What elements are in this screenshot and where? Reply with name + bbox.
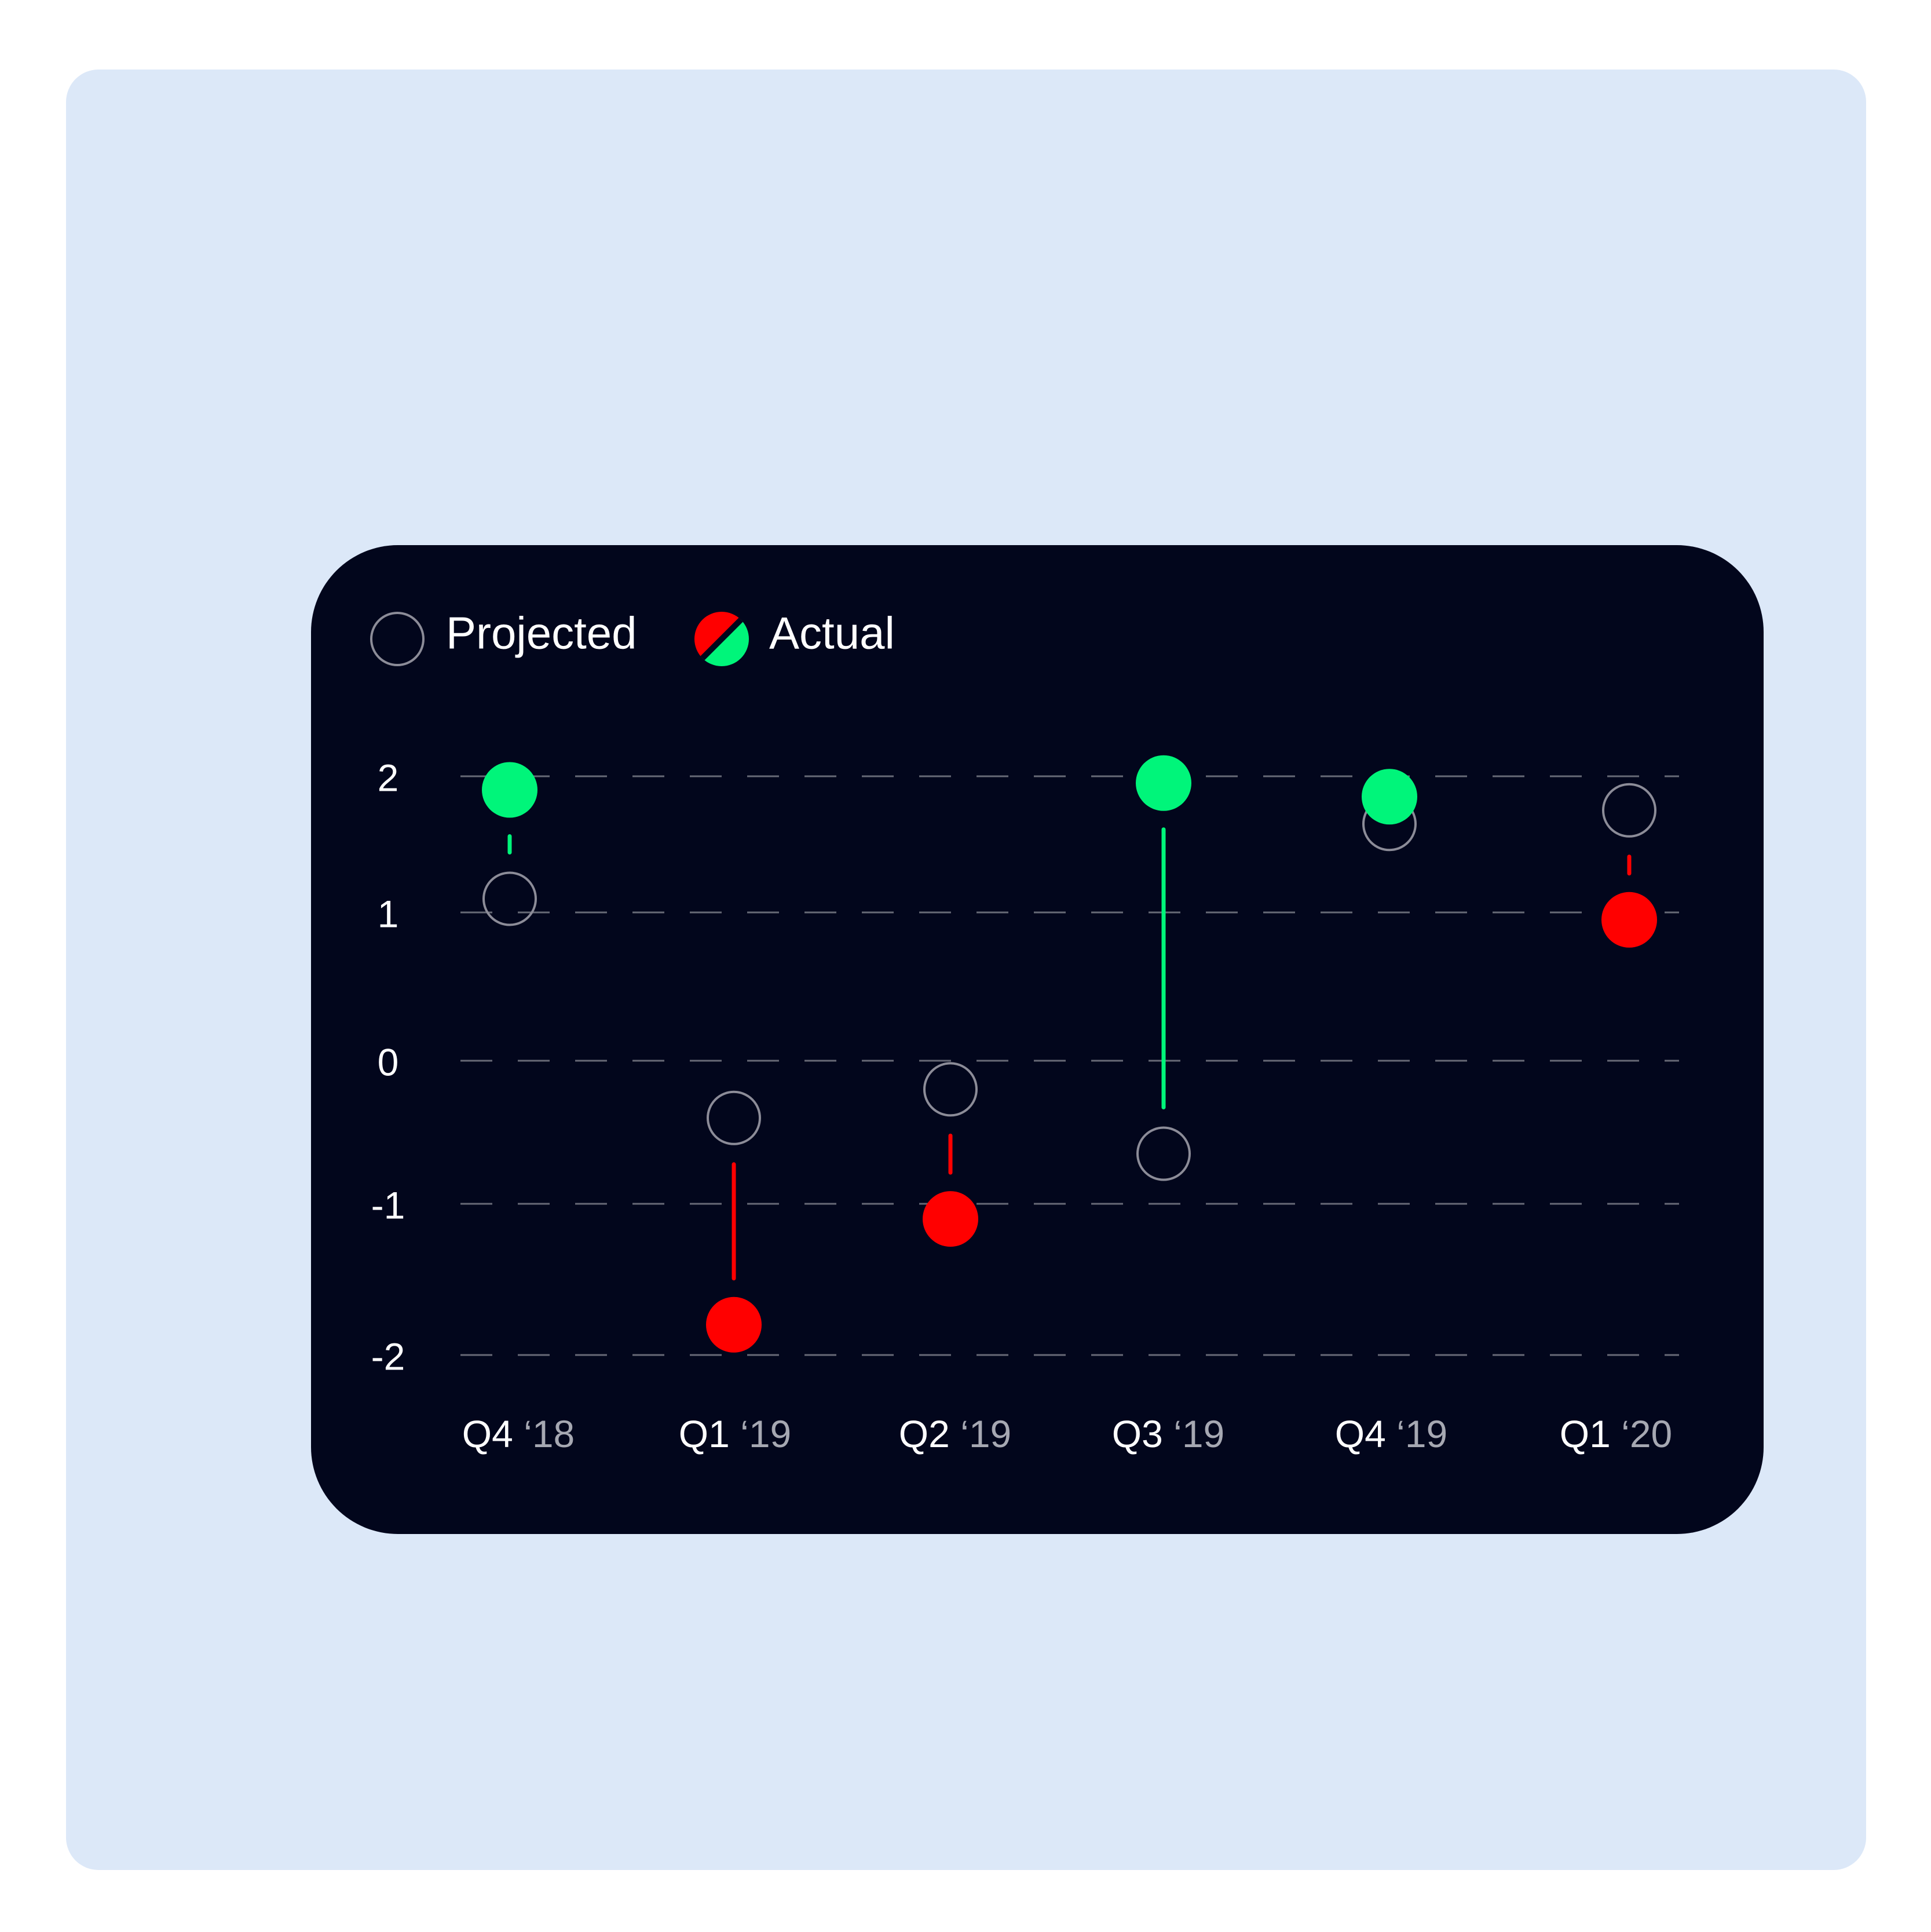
x-axis: Q4 ‘18 Q1 ‘19 Q2 ‘19 Q3 ‘19 Q4 ‘19 Q1 ‘20 [462, 1412, 1672, 1455]
x-tick-quarter: Q2 [899, 1412, 960, 1455]
grid-lines [460, 775, 1679, 1356]
projected-legend-icon [370, 612, 425, 666]
projected-point [1602, 783, 1656, 838]
actual-point [1136, 755, 1191, 811]
y-tick-label: 1 [378, 892, 399, 935]
data-marks [482, 755, 1657, 1353]
projected-point [1136, 1126, 1191, 1181]
actual-point [706, 1296, 762, 1353]
x-tick-label: Q4 ‘19 [1335, 1412, 1447, 1455]
y-tick-label: 0 [378, 1040, 399, 1083]
legend: Projected Actual [370, 608, 895, 666]
x-tick-year: ‘19 [740, 1412, 791, 1455]
x-tick-year: ‘19 [960, 1412, 1011, 1455]
x-tick-quarter: Q4 [462, 1412, 524, 1455]
x-tick-label: Q1 ‘19 [679, 1412, 791, 1455]
projected-point [707, 1090, 761, 1145]
actual-legend-label: Actual [769, 608, 895, 659]
projected-legend-label: Projected [446, 608, 637, 659]
x-tick-label: Q4 ‘18 [462, 1412, 575, 1455]
x-tick-year: ‘19 [1396, 1412, 1447, 1455]
actual-point [1601, 892, 1657, 948]
y-tick-label: -2 [371, 1335, 405, 1378]
x-tick-quarter: Q4 [1335, 1412, 1396, 1455]
actual-point [482, 762, 537, 818]
x-tick-year: ‘18 [524, 1412, 575, 1455]
y-tick-label: 2 [378, 756, 399, 799]
y-axis: 2 1 0 -1 -2 [371, 756, 405, 1378]
actual-point [1362, 769, 1417, 825]
actual-legend-icon [694, 612, 749, 666]
projected-vs-actual-chart: Projected Actual 2 1 0 -1 -2 [370, 608, 1679, 1455]
x-tick-quarter: Q1 [1560, 1412, 1621, 1455]
projected-point [482, 871, 537, 926]
x-tick-quarter: Q3 [1112, 1412, 1173, 1455]
x-tick-label: Q1 ‘20 [1560, 1412, 1672, 1455]
y-tick-label: -1 [371, 1184, 405, 1226]
x-tick-label: Q2 ‘19 [899, 1412, 1011, 1455]
x-tick-year: ‘20 [1621, 1412, 1672, 1455]
x-tick-quarter: Q1 [679, 1412, 740, 1455]
chart-card: Projected Actual 2 1 0 -1 -2 [311, 545, 1764, 1534]
x-tick-label: Q3 ‘19 [1112, 1412, 1224, 1455]
x-tick-year: ‘19 [1173, 1412, 1224, 1455]
outer-panel: Projected Actual 2 1 0 -1 -2 [66, 70, 1866, 1870]
projected-point [923, 1062, 978, 1117]
actual-point [923, 1191, 978, 1247]
